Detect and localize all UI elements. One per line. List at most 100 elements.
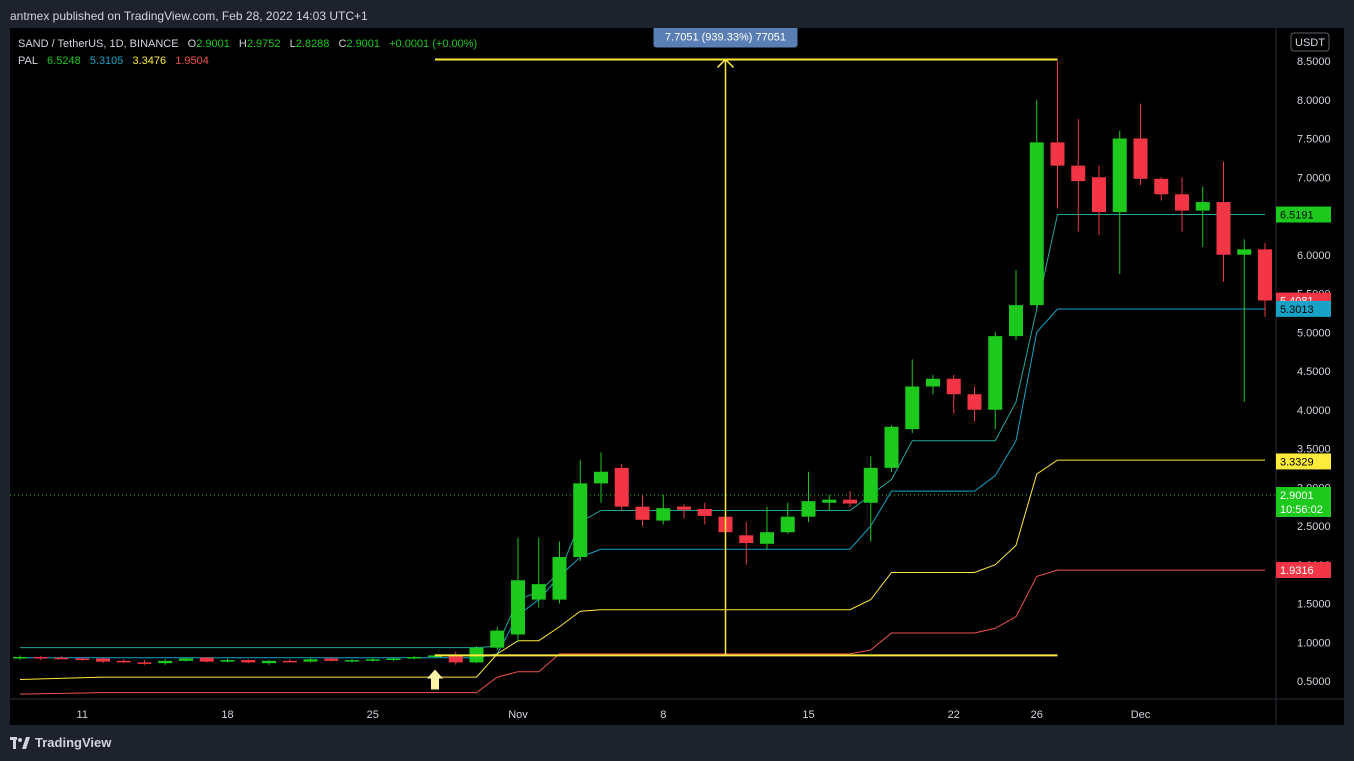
candle-body: [884, 426, 899, 468]
candle-body: [1092, 177, 1106, 213]
price-tick-label: 7.5000: [1297, 134, 1331, 146]
candle-body: [303, 659, 318, 662]
time-tick-label: 11: [77, 709, 88, 721]
price-tick-label: 0.5000: [1297, 676, 1331, 688]
candle-body: [905, 386, 920, 430]
close-value: 2.9001: [346, 38, 381, 50]
candle-body: [1029, 142, 1044, 306]
candle-body: [33, 656, 48, 659]
candle-body: [262, 660, 276, 664]
price-tick-label: 4.5000: [1297, 366, 1331, 378]
candle-body: [158, 660, 173, 664]
price-label: 6.5191: [1280, 210, 1314, 222]
candle-body: [594, 471, 608, 484]
symbol-info[interactable]: SAND / TetherUS, 1D, BINANCE: [18, 38, 179, 50]
bottom-bar: TradingView: [0, 725, 1354, 761]
candle-body: [531, 584, 546, 600]
candle-body: [926, 378, 940, 387]
candle-body: [220, 660, 235, 662]
price-tick-label: 8.0000: [1297, 95, 1331, 107]
candle-body: [1050, 142, 1065, 166]
candle-body: [656, 508, 671, 521]
measure-label-box: [653, 25, 798, 48]
chart-legend: SAND / TetherUS, 1D, BINANCE O2.9001 H2.…: [18, 36, 477, 70]
measure-arrowhead: [716, 58, 735, 68]
pal-row: PAL 6.5248 5.3105 3.3476 1.9504: [18, 53, 477, 70]
pal-value-1: 6.5248: [47, 55, 81, 67]
candle-body: [179, 658, 193, 661]
price-label-box: [1276, 562, 1331, 579]
time-tick-label: Nov: [508, 709, 528, 721]
candle-body: [697, 508, 712, 516]
published-info: antmex published on TradingView.com, Feb…: [10, 9, 368, 23]
countdown-label: 10:56:02: [1280, 504, 1323, 516]
candle-body: [324, 658, 339, 661]
open-value: 2.9001: [196, 38, 230, 50]
candle-body: [635, 506, 650, 520]
price-tick-label: 8.5000: [1297, 56, 1331, 68]
candle-body: [967, 394, 982, 410]
price-tick-label: 2.5000: [1297, 521, 1331, 533]
currency-button[interactable]: [1290, 32, 1330, 52]
price-tick-label: 6.0000: [1297, 250, 1331, 262]
candle-body: [760, 532, 774, 544]
price-chart[interactable]: USDT0.50001.00001.50002.00002.50003.0000…: [10, 25, 1344, 725]
candle-body: [1009, 305, 1023, 337]
candle-body: [1258, 249, 1272, 301]
measure-label: 7.7051 (939.33%) 77051: [665, 31, 786, 43]
pal-line-red: [19, 569, 1265, 695]
change-value: +0.0001 (+0.00%): [389, 38, 478, 50]
candle-body: [946, 378, 961, 395]
candle-body: [780, 516, 795, 533]
price-tick-label: 4.0000: [1297, 405, 1331, 417]
candle-body: [199, 657, 214, 662]
open-label: O: [187, 38, 197, 50]
candle-body: [863, 467, 878, 503]
candle-body: [282, 660, 297, 663]
low-label: L: [289, 38, 296, 50]
close-label: C: [338, 38, 347, 50]
candle-body: [75, 658, 90, 661]
price-tick-label: 7.0000: [1297, 172, 1331, 184]
ohlc-row: SAND / TetherUS, 1D, BINANCE O2.9001 H2.…: [18, 36, 477, 53]
candle-body: [1112, 138, 1127, 213]
pal-value-2: 5.3105: [89, 55, 124, 67]
candle-body: [241, 660, 256, 663]
candle-body: [1071, 165, 1086, 182]
chart-area[interactable]: SAND / TetherUS, 1D, BINANCE O2.9001 H2.…: [10, 25, 1344, 725]
price-label-box: [1276, 206, 1331, 223]
time-tick-label: Dec: [1131, 709, 1151, 721]
candle-body: [137, 662, 152, 664]
tradingview-logo-icon: [10, 736, 30, 749]
time-tick-label: 8: [660, 709, 666, 721]
price-label-box: [1276, 486, 1331, 517]
pal-value-3: 3.3476: [132, 55, 167, 67]
candle-body: [1175, 194, 1189, 211]
price-tick-label: 5.0000: [1297, 327, 1331, 339]
price-tick-label: 1.5000: [1297, 599, 1331, 611]
candle-body: [386, 658, 401, 661]
candle-body: [843, 499, 857, 504]
candle-body: [511, 580, 525, 635]
candle-body: [13, 656, 27, 659]
candle-body: [1133, 138, 1148, 179]
pal-label[interactable]: PAL: [18, 55, 38, 67]
candle-body: [1237, 249, 1252, 255]
time-tick-label: 15: [802, 709, 814, 721]
price-label-box: [1276, 300, 1331, 317]
buy-arrow-icon: [427, 669, 443, 690]
price-label: 5.3013: [1280, 304, 1314, 316]
top-bar: antmex published on TradingView.com, Feb…: [0, 0, 1354, 28]
pal-line-cyan: [20, 308, 1265, 659]
price-label-box: [1276, 453, 1331, 470]
candle-body: [96, 658, 110, 662]
price-tick-label: 3.5000: [1297, 444, 1331, 456]
candle-body: [54, 657, 69, 660]
currency-label[interactable]: USDT: [1295, 37, 1325, 49]
tradingview-logo[interactable]: TradingView: [10, 735, 111, 750]
tradingview-brand: TradingView: [35, 735, 112, 750]
candle-body: [345, 660, 359, 662]
candle-body: [1216, 202, 1231, 255]
candle-body: [988, 336, 1003, 410]
candle-body: [822, 499, 837, 503]
